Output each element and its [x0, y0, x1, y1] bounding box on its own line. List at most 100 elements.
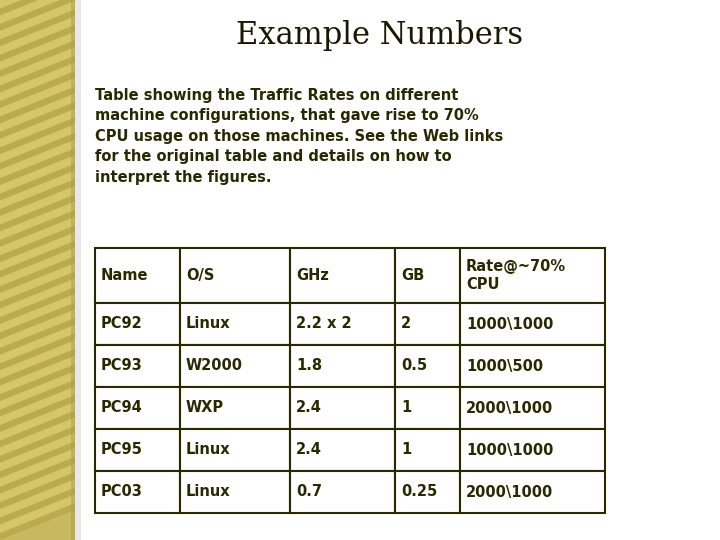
Text: 1: 1	[401, 442, 411, 457]
Polygon shape	[0, 1, 75, 39]
Text: Linux: Linux	[186, 316, 230, 332]
Polygon shape	[0, 102, 75, 139]
Polygon shape	[0, 109, 75, 147]
Text: Table showing the Traffic Rates on different
machine configurations, that gave r: Table showing the Traffic Rates on diffe…	[95, 88, 503, 185]
Bar	[395, 248, 460, 303]
Polygon shape	[0, 380, 75, 416]
Bar	[75, 0, 81, 540]
Bar	[180, 387, 290, 429]
Text: PC93: PC93	[101, 359, 143, 374]
Polygon shape	[0, 56, 75, 92]
Bar	[95, 429, 180, 471]
Polygon shape	[0, 256, 75, 293]
Polygon shape	[0, 25, 75, 62]
Polygon shape	[0, 448, 75, 487]
Text: 1000\500: 1000\500	[466, 359, 543, 374]
Polygon shape	[0, 410, 75, 448]
Text: WXP: WXP	[186, 401, 224, 415]
Bar	[395, 345, 460, 387]
Polygon shape	[0, 433, 75, 471]
Polygon shape	[0, 333, 75, 370]
Polygon shape	[0, 186, 75, 225]
Polygon shape	[0, 93, 75, 132]
Polygon shape	[0, 417, 75, 456]
Polygon shape	[0, 164, 75, 200]
Text: 2000\1000: 2000\1000	[466, 401, 553, 415]
Text: GHz: GHz	[296, 268, 329, 283]
Polygon shape	[0, 124, 75, 163]
Polygon shape	[0, 479, 75, 518]
Text: 2: 2	[401, 316, 411, 332]
Bar	[180, 248, 290, 303]
Polygon shape	[0, 371, 75, 410]
Bar	[395, 429, 460, 471]
Text: PC94: PC94	[101, 401, 143, 415]
Bar	[180, 345, 290, 387]
Polygon shape	[0, 488, 75, 524]
Polygon shape	[0, 171, 75, 209]
Bar	[95, 387, 180, 429]
Polygon shape	[0, 179, 75, 216]
Polygon shape	[0, 201, 75, 240]
Polygon shape	[0, 155, 75, 194]
Polygon shape	[0, 302, 75, 340]
Polygon shape	[0, 503, 75, 540]
Polygon shape	[0, 0, 75, 16]
Text: 2.4: 2.4	[296, 442, 322, 457]
Polygon shape	[0, 349, 75, 386]
Polygon shape	[0, 279, 75, 317]
Polygon shape	[0, 210, 75, 247]
Bar	[290, 303, 395, 345]
Polygon shape	[0, 63, 75, 101]
Polygon shape	[0, 241, 75, 278]
Bar	[95, 248, 180, 303]
Text: Linux: Linux	[186, 442, 230, 457]
Bar	[395, 471, 460, 513]
Text: PC95: PC95	[101, 442, 143, 457]
Text: 0.25: 0.25	[401, 484, 437, 500]
Polygon shape	[0, 248, 75, 286]
Bar	[290, 471, 395, 513]
Polygon shape	[0, 457, 75, 494]
Bar	[180, 471, 290, 513]
Polygon shape	[0, 340, 75, 379]
Bar	[0, 0, 75, 540]
Polygon shape	[0, 472, 75, 509]
Text: Name: Name	[101, 268, 148, 283]
Text: GB: GB	[401, 268, 424, 283]
Text: W2000: W2000	[186, 359, 243, 374]
Text: 2.4: 2.4	[296, 401, 322, 415]
Polygon shape	[0, 387, 75, 425]
Bar	[95, 303, 180, 345]
Polygon shape	[0, 0, 75, 9]
Polygon shape	[0, 0, 75, 31]
Polygon shape	[0, 426, 75, 463]
Polygon shape	[0, 78, 75, 117]
Polygon shape	[0, 287, 75, 324]
Polygon shape	[0, 117, 75, 154]
Text: 2000\1000: 2000\1000	[466, 484, 553, 500]
Polygon shape	[0, 395, 75, 432]
Bar	[460, 387, 605, 429]
Polygon shape	[0, 356, 75, 394]
Polygon shape	[0, 40, 75, 77]
Polygon shape	[0, 294, 75, 333]
Bar	[180, 429, 290, 471]
Polygon shape	[0, 71, 75, 108]
Polygon shape	[0, 263, 75, 302]
Polygon shape	[0, 364, 75, 401]
Polygon shape	[0, 194, 75, 232]
Polygon shape	[0, 86, 75, 124]
Polygon shape	[0, 140, 75, 178]
Polygon shape	[0, 9, 75, 46]
Text: Rate@~70%
CPU: Rate@~70% CPU	[466, 259, 566, 292]
Text: 1000\1000: 1000\1000	[466, 316, 554, 332]
Polygon shape	[0, 32, 75, 70]
Bar	[180, 303, 290, 345]
Polygon shape	[0, 148, 75, 185]
Bar	[460, 303, 605, 345]
Polygon shape	[0, 464, 75, 502]
Text: PC92: PC92	[101, 316, 143, 332]
Bar	[460, 429, 605, 471]
Bar	[395, 387, 460, 429]
